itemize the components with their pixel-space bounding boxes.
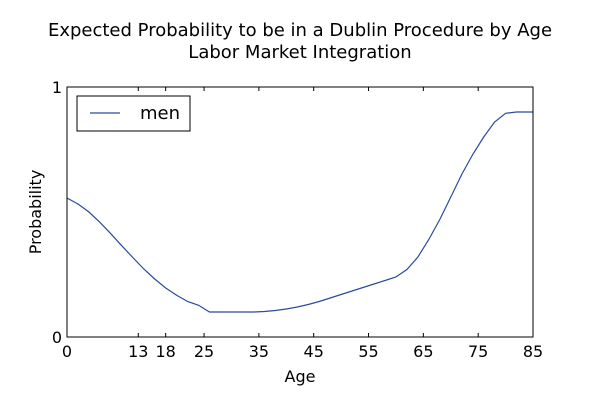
legend-label-men: men [140,103,180,124]
x-tick-label: 85 [523,342,543,361]
x-tick-label: 13 [128,342,148,361]
x-tick-label: 18 [156,342,176,361]
x-tick-label: 25 [194,342,214,361]
y-axis-label: Probability [26,170,45,255]
x-axis-label: Age [285,367,316,386]
chart-subtitle: Labor Market Integration [188,42,412,63]
legend: men [76,95,191,132]
y-tick-label: 0 [52,328,62,347]
x-tick-label: 35 [249,342,269,361]
x-tick-label: 55 [358,342,378,361]
plot-area-frame [66,86,534,338]
x-tick-label: 45 [304,342,324,361]
tick-labels: 0 13 18 25 35 45 55 65 75 85 0 1 [52,78,543,361]
chart-title: Expected Probability to be in a Dublin P… [47,20,553,41]
x-tick-label: 75 [468,342,488,361]
x-tick-label: 65 [413,342,433,361]
series-line-men [66,111,533,313]
x-tick-label: 0 [62,342,72,361]
y-tick-label: 1 [52,78,62,97]
